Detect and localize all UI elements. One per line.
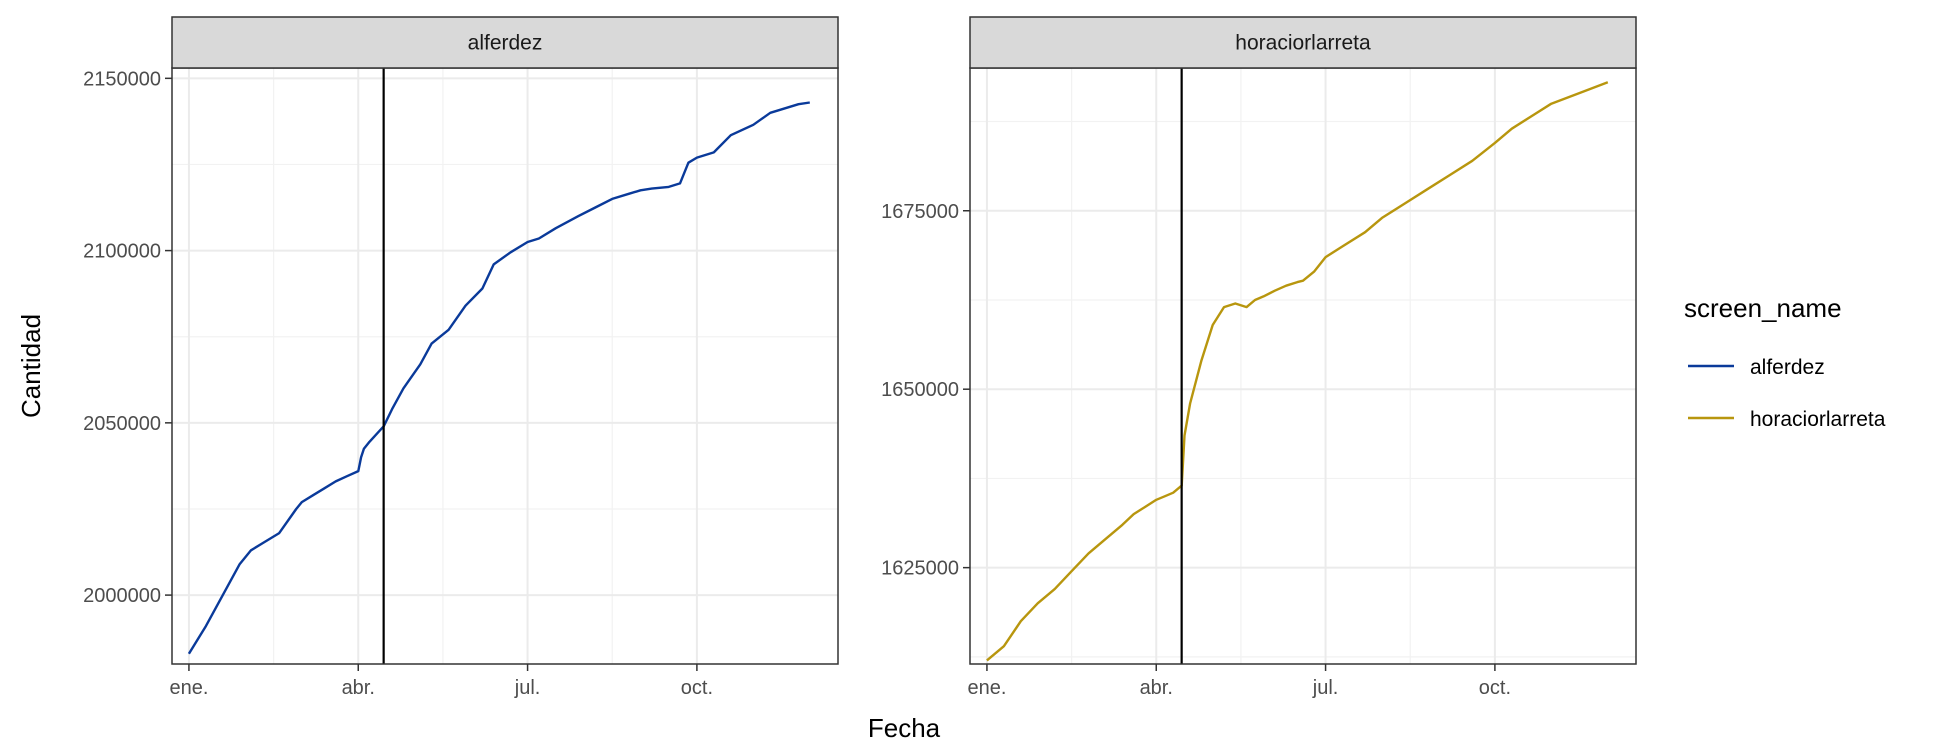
x-tick-label: jul. [1312,677,1339,699]
x-tick-label: ene. [967,677,1006,699]
series-line-alferdez [187,101,810,655]
plot-background [970,68,1636,664]
plot-background [172,68,838,664]
x-tick-label: oct. [1479,677,1511,699]
y-tick-label: 1650000 [881,379,959,401]
legend-label-horaciorlarreta: horaciorlarreta [1750,408,1886,431]
y-tick-label: 1675000 [881,201,959,223]
legend-title: screen_name [1684,293,1842,323]
y-tick-label: 2150000 [83,68,161,90]
y-axis-title: Cantidad [16,314,46,418]
series-line-horaciorlarreta [986,81,1609,662]
x-axis-title: Fecha [868,713,941,743]
strip-label: alferdez [468,32,543,55]
strip-label: horaciorlarreta [1235,32,1371,55]
y-tick-label: 1625000 [881,558,959,580]
strip-background [969,16,1637,69]
y-tick-label: 2100000 [83,241,161,263]
panel-alferdez: alferdez ene. abr. jul. oct. 2000000 2050000 21… [83,16,839,699]
legend-label-alferdez: alferdez [1750,356,1825,379]
legend: screen_name alferdez horaciorlarreta [1684,293,1886,431]
panel-horaciorlarreta: horaciorlarreta ene. abr. jul. oct. 1625000 16… [881,16,1637,699]
x-tick-label: oct. [681,677,713,699]
x-tick-label: jul. [514,677,541,699]
y-tick-label: 2050000 [83,413,161,435]
x-tick-label: abr. [342,677,375,699]
y-tick-label: 2000000 [83,585,161,607]
x-tick-label: abr. [1140,677,1173,699]
x-tick-label: ene. [169,677,208,699]
strip-background [171,16,839,69]
